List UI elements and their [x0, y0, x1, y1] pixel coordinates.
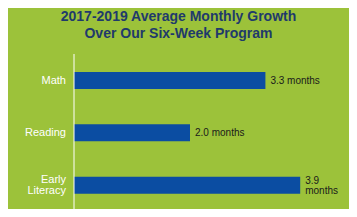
- html-text:2017-2019 Average Monthly Grow: 2017-2019 Average Monthly Growth Over Ou…: [60, 8, 297, 41]
- svg-text:Reading: Reading: [25, 126, 66, 138]
- svg-text:EarlyLiteracy: EarlyLiteracy: [27, 173, 66, 196]
- svg-text:3.3 months: 3.3 months: [270, 75, 319, 86]
- svg-text:Math: Math: [42, 74, 66, 86]
- svg-text:3.9months: 3.9months: [305, 175, 338, 196]
- svg-text:2.0 months: 2.0 months: [195, 127, 244, 138]
